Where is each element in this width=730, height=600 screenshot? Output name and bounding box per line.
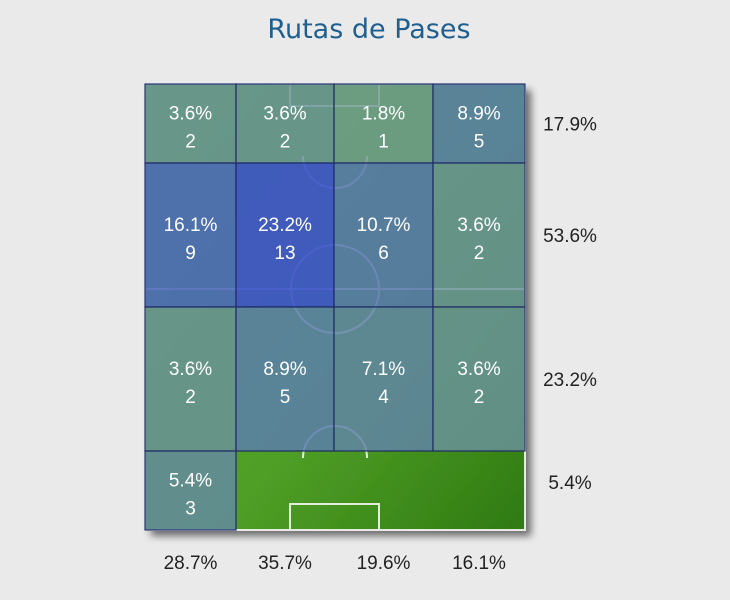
- cell-percent-r3-c4: 3.6%: [457, 359, 500, 380]
- heat-cell-r2-c4: [432, 162, 526, 308]
- cell-count-r1-c2: 2: [280, 132, 291, 153]
- cell-percent-r1-c3: 1.8%: [362, 104, 405, 125]
- heat-cell-r3-c4: [432, 306, 526, 452]
- cell-percent-r3-c2: 8.9%: [263, 359, 306, 380]
- cell-labels: 3.6% 2 3.6% 2 1.8% 1 8.9% 5 16.1% 9 23.2% 13 10.7% 6 3…: [164, 104, 501, 520]
- cell-percent-r2-c4: 3.6%: [457, 215, 500, 236]
- heat-cell-r3-c1: [144, 306, 237, 452]
- row-total-3: 23.2%: [543, 370, 597, 391]
- row-totals: 17.9% 53.6% 23.2% 5.4%: [543, 115, 597, 495]
- row-total-1: 17.9%: [543, 115, 597, 136]
- chart-title: Rutas de Pases: [267, 14, 471, 45]
- cell-percent-r1-c4: 8.9%: [457, 104, 500, 125]
- cell-percent-r2-c2: 23.2%: [258, 215, 312, 236]
- heat-cell-r4-c1: [144, 450, 237, 531]
- cell-percent-r1-c2: 3.6%: [263, 104, 306, 125]
- cell-count-r1-c1: 2: [185, 132, 196, 153]
- cell-percent-r2-c3: 10.7%: [357, 215, 411, 236]
- cell-count-r2-c1: 9: [185, 243, 196, 264]
- heat-cell-r2-c2: [235, 162, 335, 308]
- cell-count-r2-c2: 13: [274, 243, 295, 264]
- row-total-2: 53.6%: [543, 226, 597, 247]
- heat-cell-r3-c3: [333, 306, 434, 452]
- heat-cell-r2-c3: [333, 162, 434, 308]
- column-total-1: 28.7%: [164, 553, 218, 574]
- cell-percent-r2-c1: 16.1%: [164, 215, 218, 236]
- cell-count-r3-c1: 2: [185, 387, 196, 408]
- heat-cell-r1-c1: [144, 83, 237, 164]
- cell-count-r3-c4: 2: [474, 387, 485, 408]
- cell-count-r3-c2: 5: [280, 387, 291, 408]
- heat-cell-r1-c4: [432, 83, 526, 164]
- cell-percent-r4-c1: 5.4%: [169, 471, 212, 492]
- cell-count-r4-c1: 3: [185, 499, 196, 520]
- cell-count-r2-c3: 6: [378, 243, 389, 264]
- row-total-4: 5.4%: [548, 473, 591, 494]
- column-total-4: 16.1%: [452, 553, 506, 574]
- heat-cell-r2-c1: [144, 162, 237, 308]
- cell-count-r1-c3: 1: [378, 132, 389, 153]
- cell-percent-r3-c1: 3.6%: [169, 359, 212, 380]
- column-total-3: 19.6%: [357, 553, 411, 574]
- column-total-2: 35.7%: [258, 553, 312, 574]
- cell-percent-r1-c1: 3.6%: [169, 104, 212, 125]
- cell-count-r2-c4: 2: [474, 243, 485, 264]
- cell-count-r3-c3: 4: [378, 387, 389, 408]
- heat-cells: [144, 83, 526, 531]
- cell-percent-r3-c3: 7.1%: [362, 359, 405, 380]
- heat-cell-r1-c3: [333, 83, 434, 164]
- heat-cell-r3-c2: [235, 306, 335, 452]
- column-totals: 28.7% 35.7% 19.6% 16.1%: [164, 553, 506, 574]
- cell-count-r1-c4: 5: [474, 132, 485, 153]
